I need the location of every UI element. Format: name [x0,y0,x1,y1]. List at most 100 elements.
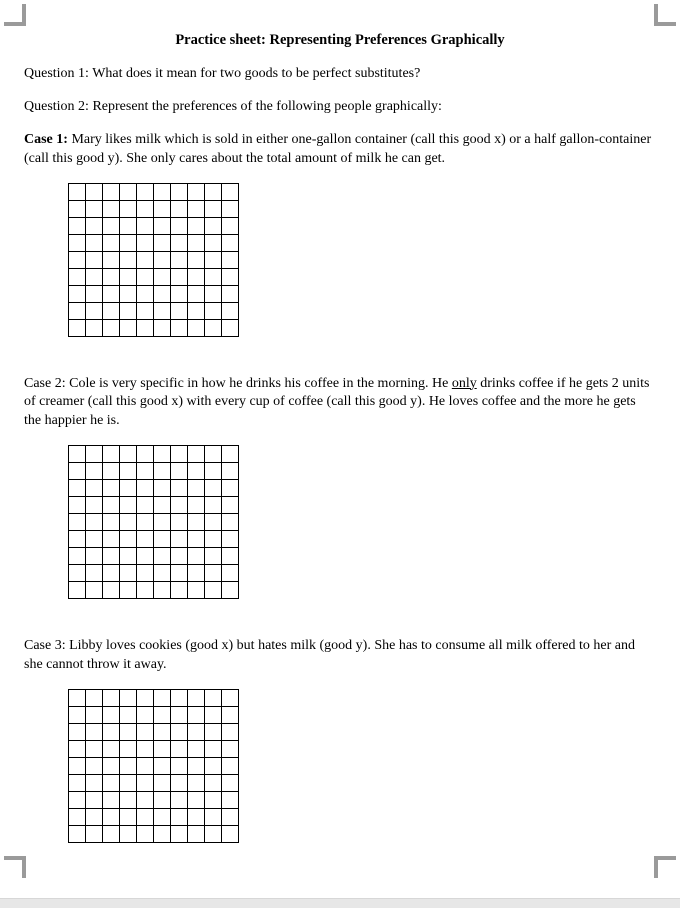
grid-cell [171,548,188,565]
grid-cell [120,480,137,497]
grid-cell [205,302,222,319]
grid-cell [103,582,120,599]
grid-cell [86,809,103,826]
grid-cell [137,497,154,514]
grid-cell [171,463,188,480]
grid-cell [137,775,154,792]
grid-cell [188,319,205,336]
grid-cell [86,565,103,582]
grid-cell [154,741,171,758]
grid-cell [171,514,188,531]
grid-cell [188,724,205,741]
grid-cell [188,775,205,792]
grid-cell [69,565,86,582]
crop-mark-bottom-left [4,856,26,878]
grid-cell [171,302,188,319]
grid-cell [205,565,222,582]
grid-cell [171,792,188,809]
grid-cell [69,690,86,707]
grid-cell [188,217,205,234]
grid-cell [103,514,120,531]
grid-cell [137,514,154,531]
grid-cell [120,217,137,234]
grid-cell [103,741,120,758]
grid-cell [154,285,171,302]
grid-cell [69,582,86,599]
grid-cell [188,758,205,775]
grid-cell [171,497,188,514]
grid-cell [205,446,222,463]
grid-cell [120,514,137,531]
grid-cell [120,285,137,302]
grid-cell [222,792,239,809]
grid-cell [154,724,171,741]
grid-cell [120,319,137,336]
grid-cell [171,217,188,234]
grid-cell [137,285,154,302]
grid-cell [86,497,103,514]
grid-cell [188,480,205,497]
grid-cell [137,707,154,724]
grid-cell [154,565,171,582]
grid-cell [154,183,171,200]
grid-cell [222,758,239,775]
grid-cell [120,775,137,792]
grid-cell [137,826,154,843]
grid-cell [120,183,137,200]
grid-cell [86,582,103,599]
grid-cell [69,183,86,200]
crop-mark-bottom-right [654,856,676,878]
grid-cell [222,707,239,724]
grid-cell [188,285,205,302]
grid-cell [69,251,86,268]
grid-cell [222,531,239,548]
grid-cell [188,446,205,463]
grid-cell [120,690,137,707]
grid-cell [86,217,103,234]
grid-cell [205,809,222,826]
grid-cell [86,548,103,565]
grid-cell [137,319,154,336]
grid-cell [120,565,137,582]
grid-cell [222,724,239,741]
grid-cell [137,582,154,599]
grid-cell [171,707,188,724]
grid-cell [69,234,86,251]
grid-cell [222,217,239,234]
grid-cell [205,826,222,843]
grid-cell [188,497,205,514]
grid-cell [171,531,188,548]
grid-cell [188,690,205,707]
grid-cell [188,463,205,480]
grid-cell [154,514,171,531]
grid-cell [103,724,120,741]
grid-cell [154,690,171,707]
grid-cell [69,548,86,565]
grid-cell [205,514,222,531]
grid-cell [188,234,205,251]
grid-cell [120,268,137,285]
grid-cell [120,741,137,758]
grid-cell [205,531,222,548]
grid-cell [188,531,205,548]
grid-cell [171,826,188,843]
grid-cell [171,582,188,599]
grid-cell [103,792,120,809]
grid-cell [154,302,171,319]
case-1-label: Case 1: [24,132,71,147]
grid-cell [205,758,222,775]
grid-cell [86,446,103,463]
grid-cell [205,775,222,792]
grid-cell [120,234,137,251]
grid-cell [188,251,205,268]
grid-cell [222,775,239,792]
grid-cell [103,826,120,843]
grid-cell [86,724,103,741]
grid-cell [171,234,188,251]
case-2-text: Case 2: Cole is very specific in how he … [24,375,656,432]
grid-cell [69,531,86,548]
grid-cell [222,826,239,843]
grid-cell [120,758,137,775]
grid-cell [154,319,171,336]
crop-mark-top-left [4,4,26,26]
